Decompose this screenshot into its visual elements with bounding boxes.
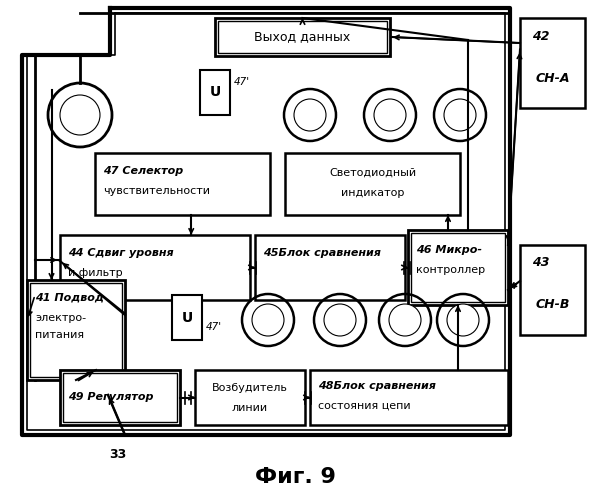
Circle shape: [324, 304, 356, 336]
Text: 42: 42: [532, 30, 550, 43]
Text: и фильтр: и фильтр: [68, 268, 123, 278]
Text: U: U: [181, 310, 193, 324]
Bar: [30, 283, 122, 377]
Text: индикатор: индикатор: [341, 188, 404, 198]
Text: 33: 33: [109, 448, 127, 462]
Text: 47 Селектор: 47 Селектор: [103, 166, 183, 176]
Text: 47': 47': [206, 322, 222, 332]
Text: СН-А: СН-А: [536, 72, 570, 85]
Text: СН-В: СН-В: [536, 298, 569, 312]
Text: 49 Регулятор: 49 Регулятор: [68, 392, 154, 402]
Text: 46 Микро-: 46 Микро-: [416, 245, 482, 255]
Text: Выход данных: Выход данных: [255, 30, 350, 44]
Text: электро-: электро-: [35, 313, 86, 323]
Bar: [60, 370, 180, 425]
Text: чувствительности: чувствительности: [103, 186, 210, 196]
Bar: [200, 70, 230, 115]
Text: питания: питания: [35, 330, 84, 340]
Text: 45Блок сравнения: 45Блок сравнения: [263, 248, 381, 258]
Text: линии: линии: [232, 403, 268, 413]
Polygon shape: [27, 13, 505, 430]
Circle shape: [294, 99, 326, 131]
Bar: [408, 230, 508, 305]
Bar: [95, 153, 270, 215]
Bar: [195, 370, 305, 425]
Circle shape: [389, 304, 421, 336]
Circle shape: [60, 95, 100, 135]
Text: состояния цепи: состояния цепи: [318, 401, 411, 411]
Text: 41 Подвод: 41 Подвод: [35, 293, 104, 303]
Text: 44 Сдвиг уровня: 44 Сдвиг уровня: [68, 248, 174, 258]
Text: U: U: [209, 86, 221, 100]
Bar: [63, 373, 177, 422]
Bar: [255, 235, 405, 300]
Circle shape: [252, 304, 284, 336]
Bar: [520, 245, 585, 335]
Text: 43: 43: [532, 256, 550, 270]
Circle shape: [444, 99, 476, 131]
Text: контроллер: контроллер: [416, 265, 485, 275]
Circle shape: [374, 99, 406, 131]
Text: Светодиодный: Светодиодный: [329, 168, 416, 178]
Bar: [218, 21, 387, 53]
Circle shape: [447, 304, 479, 336]
Bar: [60, 235, 250, 300]
Text: 48Блок сравнения: 48Блок сравнения: [318, 381, 436, 391]
Text: Возбудитель: Возбудитель: [212, 383, 288, 393]
Bar: [172, 295, 202, 340]
Bar: [285, 153, 460, 215]
Bar: [215, 18, 390, 56]
Bar: [411, 233, 505, 302]
Bar: [310, 370, 508, 425]
Text: 47': 47': [234, 77, 250, 87]
Text: Фиг. 9: Фиг. 9: [255, 467, 336, 487]
Bar: [27, 280, 125, 380]
Bar: [520, 18, 585, 108]
